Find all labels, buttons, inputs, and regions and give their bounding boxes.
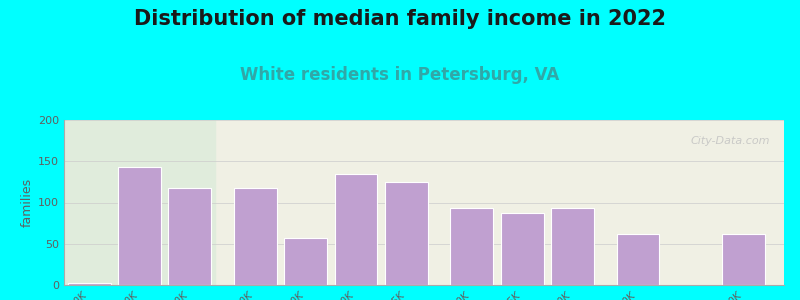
Bar <box>450 208 494 285</box>
Bar <box>64 120 215 285</box>
Bar <box>118 167 161 285</box>
Text: Distribution of median family income in 2022: Distribution of median family income in … <box>134 9 666 29</box>
Bar <box>334 174 378 285</box>
Bar <box>284 238 327 285</box>
Bar <box>385 182 428 285</box>
Bar <box>722 234 765 285</box>
Bar <box>234 188 277 285</box>
Text: City-Data.com: City-Data.com <box>690 136 770 146</box>
Bar <box>169 188 211 285</box>
Bar <box>617 234 659 285</box>
Bar <box>68 283 110 285</box>
Text: White residents in Petersburg, VA: White residents in Petersburg, VA <box>240 66 560 84</box>
Y-axis label: families: families <box>21 178 34 227</box>
Bar <box>551 208 594 285</box>
Bar <box>501 213 543 285</box>
